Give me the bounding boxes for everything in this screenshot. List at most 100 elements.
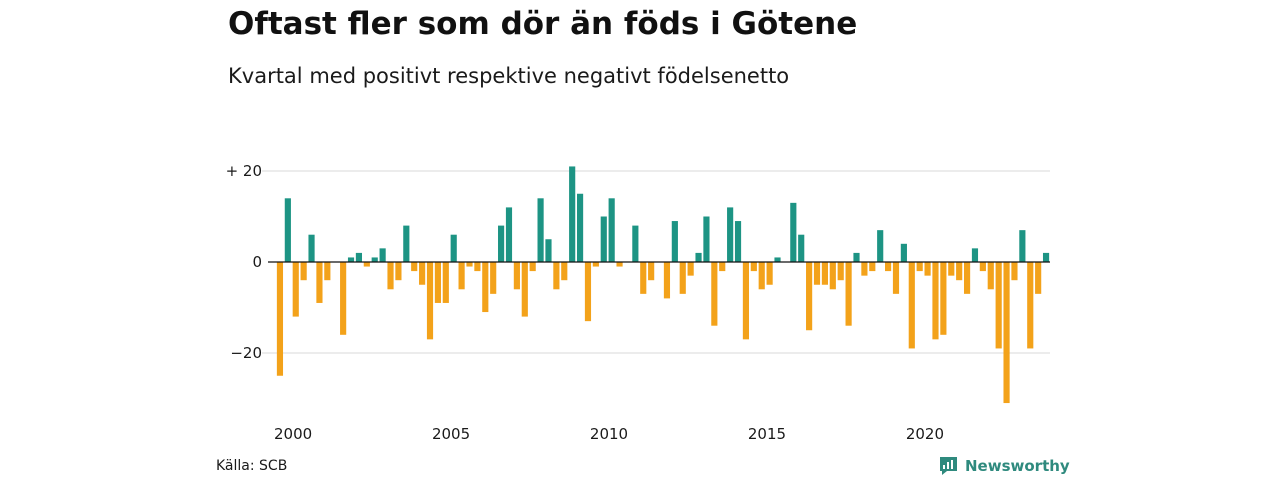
x-tick-label: 2000	[274, 425, 312, 443]
bar-positive	[1019, 230, 1026, 262]
bar-negative	[426, 262, 434, 340]
bar-negative	[932, 262, 939, 340]
bar-negative	[924, 262, 931, 276]
bar-negative	[529, 262, 536, 272]
bar-negative	[908, 262, 915, 349]
bar-negative	[687, 262, 694, 276]
bar-negative	[948, 262, 955, 276]
bar-negative	[869, 262, 876, 272]
bar-positive	[1042, 252, 1050, 262]
bar-negative	[490, 262, 497, 294]
bar-negative	[411, 262, 418, 272]
chart-title: Oftast fler som dör än föds i Götene	[228, 6, 858, 42]
bar-negative	[442, 262, 449, 303]
bar-negative	[663, 262, 671, 299]
bar-positive	[308, 234, 315, 262]
y-axis-labels: + 20 0 −20	[226, 162, 262, 362]
bar-negative	[324, 262, 331, 281]
y-tick-label: + 20	[226, 162, 262, 180]
bar-positive	[403, 225, 410, 262]
x-tick-label: 2010	[590, 425, 628, 443]
bars	[276, 166, 1050, 404]
bar-positive	[355, 252, 363, 262]
bar-positive	[537, 198, 544, 262]
bar-positive	[632, 225, 639, 262]
bar-positive	[853, 252, 860, 262]
bar-negative	[466, 262, 473, 267]
bar-negative	[829, 262, 836, 290]
bar-negative	[640, 262, 647, 294]
bar-negative	[521, 262, 528, 317]
bar-positive	[371, 257, 378, 262]
bar-positive	[498, 225, 505, 262]
bar-positive	[608, 198, 615, 262]
bar-positive	[734, 221, 742, 262]
bar-negative	[458, 262, 465, 290]
bar-positive	[877, 230, 884, 262]
bar-negative	[434, 262, 441, 303]
bar-negative	[995, 262, 1002, 349]
bar-positive	[379, 248, 386, 262]
bar-negative	[316, 262, 323, 303]
bar-positive	[347, 257, 355, 262]
y-tick-label: −20	[230, 344, 262, 362]
bar-negative	[482, 262, 489, 313]
bar-negative	[300, 262, 307, 281]
bar-negative	[711, 262, 718, 326]
bar-negative	[987, 262, 994, 290]
bar-negative	[845, 262, 852, 326]
bar-negative	[719, 262, 726, 272]
bar-negative	[766, 262, 773, 285]
bar-negative	[837, 262, 844, 281]
bar-negative	[916, 262, 923, 272]
bar-negative	[892, 262, 900, 294]
x-tick-label: 2020	[906, 425, 944, 443]
bar-negative	[979, 262, 986, 272]
bar-positive	[774, 257, 781, 262]
bar-negative	[387, 262, 394, 290]
bar-negative	[292, 262, 299, 317]
brand-name: Newsworthy	[965, 457, 1070, 475]
bar-negative	[885, 262, 892, 272]
bar-negative	[963, 262, 971, 294]
bar-negative	[648, 262, 655, 281]
bar-positive	[569, 166, 576, 262]
bar-negative	[363, 262, 370, 267]
gridlines	[262, 170, 1050, 354]
bar-positive	[900, 243, 907, 262]
bar-negative	[553, 262, 560, 290]
bar-negative	[592, 262, 599, 267]
bar-negative	[276, 262, 284, 376]
bar-negative	[584, 262, 592, 322]
bar-negative	[561, 262, 568, 281]
x-tick-label: 2015	[748, 425, 786, 443]
y-tick-label: 0	[252, 253, 262, 271]
bar-positive	[576, 193, 584, 262]
bar-negative	[956, 262, 963, 281]
bar-positive	[545, 239, 552, 262]
bar-positive	[450, 234, 457, 262]
bar-negative	[758, 262, 765, 290]
bar-negative	[861, 262, 868, 276]
bar-negative	[616, 262, 623, 267]
bar-positive	[790, 202, 797, 262]
bar-chart: + 20 0 −20 2000 2005 2010 2015 2020	[226, 162, 1050, 443]
newsworthy-logo-icon	[938, 456, 959, 476]
bar-negative	[419, 262, 426, 285]
bar-positive	[505, 207, 513, 262]
bar-positive	[695, 252, 702, 262]
bar-positive	[727, 207, 734, 262]
bar-positive	[703, 216, 710, 262]
bar-negative	[679, 262, 686, 294]
bar-negative	[395, 262, 402, 281]
bar-negative	[1035, 262, 1042, 294]
bar-negative	[813, 262, 821, 285]
bar-negative	[340, 262, 347, 335]
bar-positive	[284, 198, 291, 262]
chart-subtitle: Kvartal med positivt respektive negativt…	[228, 64, 790, 88]
bar-negative	[474, 262, 481, 272]
bar-negative	[1011, 262, 1018, 281]
bar-negative	[513, 262, 520, 290]
bar-negative	[806, 262, 813, 331]
brand-logo: Newsworthy	[938, 456, 1070, 476]
